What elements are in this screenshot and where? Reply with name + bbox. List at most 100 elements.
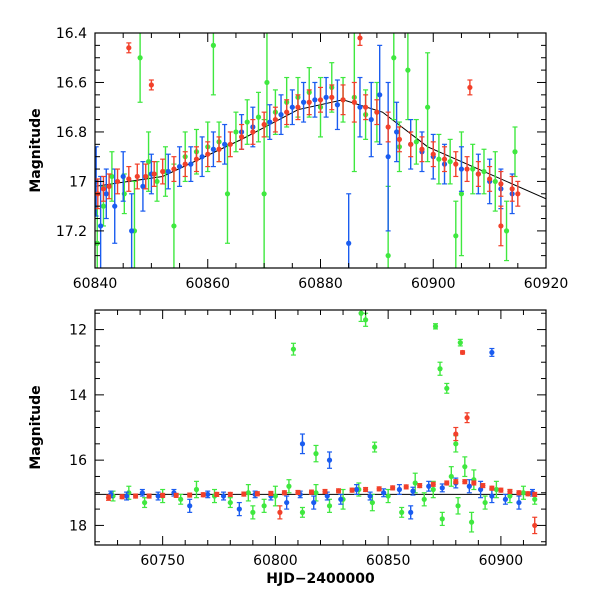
series-red — [105, 349, 538, 535]
data-point — [272, 116, 278, 123]
data-point — [467, 84, 473, 91]
data-point — [417, 482, 423, 489]
data-point — [284, 499, 290, 506]
x-tick-label: 60860 — [185, 276, 230, 292]
data-point — [425, 104, 431, 110]
data-point — [245, 490, 251, 496]
data-point — [532, 522, 538, 529]
data-point — [493, 486, 499, 493]
data-point — [432, 323, 439, 329]
data-point — [512, 149, 518, 155]
data-point — [322, 488, 328, 495]
data-point — [176, 163, 183, 170]
data-point — [216, 146, 222, 152]
data-point — [255, 114, 262, 120]
data-point — [98, 223, 104, 229]
data-point — [114, 178, 121, 185]
data-point — [385, 124, 391, 130]
data-point — [289, 104, 295, 110]
data-point — [160, 492, 166, 498]
data-point — [390, 485, 396, 491]
data-point — [261, 121, 267, 128]
data-point — [103, 191, 109, 197]
data-point — [372, 444, 378, 450]
data-point — [134, 173, 140, 180]
data-point — [448, 473, 454, 480]
data-point — [329, 94, 335, 100]
data-point — [376, 486, 382, 492]
data-point — [419, 146, 425, 152]
data-point — [436, 156, 442, 162]
data-point — [106, 183, 112, 189]
data-point — [227, 491, 233, 498]
data-point — [399, 509, 405, 515]
y-tick-label: 12 — [69, 323, 87, 339]
y-tick-label: 17.2 — [56, 224, 87, 240]
data-point — [227, 499, 233, 506]
data-point — [126, 45, 132, 51]
data-point — [151, 171, 157, 177]
data-point — [391, 55, 397, 61]
data-point — [457, 340, 463, 346]
top-panel-zoom: 60840 60860 60880 60900 60920 16.4 16.6 16.8 17 1… — [28, 26, 569, 292]
data-point — [200, 492, 206, 498]
data-point — [238, 134, 245, 140]
data-point — [458, 191, 465, 197]
data-point — [466, 483, 472, 489]
data-point — [532, 491, 538, 498]
data-point — [119, 494, 125, 500]
data-point — [227, 141, 233, 147]
data-point — [290, 346, 297, 352]
data-point — [453, 431, 459, 437]
x-tick-label: 60850 — [366, 553, 411, 569]
data-point — [335, 488, 342, 494]
y-axis-title: Magnitude — [28, 108, 44, 192]
data-point — [464, 166, 470, 172]
data-point — [470, 166, 476, 172]
data-point — [408, 141, 414, 147]
data-point — [312, 97, 318, 103]
x-tick-label: 60900 — [411, 276, 456, 292]
data-point — [295, 489, 301, 496]
data-point — [357, 104, 363, 110]
data-point — [455, 503, 461, 509]
y-tick-label: 16.4 — [56, 26, 87, 42]
data-point — [396, 486, 403, 493]
data-point — [244, 119, 250, 125]
plot-area — [95, 310, 546, 535]
data-point — [306, 99, 312, 105]
data-point — [385, 493, 391, 499]
data-point — [480, 482, 486, 489]
y-tick-label: 18 — [69, 518, 87, 534]
data-point — [250, 129, 256, 135]
data-point — [502, 496, 509, 502]
data-point — [187, 503, 193, 509]
x-tick-label: 60750 — [140, 553, 185, 569]
data-point — [100, 203, 107, 209]
data-point — [268, 490, 274, 497]
x-tick-label: 60920 — [524, 276, 569, 292]
data-point — [381, 490, 387, 496]
data-point — [199, 154, 205, 160]
x-tick-label: 60800 — [253, 553, 298, 569]
data-point — [281, 490, 288, 496]
data-point — [261, 503, 267, 509]
data-point — [284, 109, 290, 115]
x-axis-title: HJD−2400000 — [266, 571, 375, 587]
data-point — [311, 499, 317, 506]
data-point — [205, 491, 211, 498]
data-point — [509, 186, 515, 192]
data-point — [377, 92, 383, 98]
data-point — [489, 485, 495, 491]
y-tick-label: 16.6 — [56, 75, 87, 91]
data-point — [367, 493, 373, 499]
data-point — [458, 166, 465, 172]
data-point — [453, 441, 459, 447]
series-green — [110, 310, 538, 533]
data-point — [374, 109, 380, 115]
data-point — [532, 496, 538, 502]
data-point — [515, 191, 521, 197]
data-point — [109, 173, 115, 180]
x-tick-label: 60900 — [479, 553, 524, 569]
